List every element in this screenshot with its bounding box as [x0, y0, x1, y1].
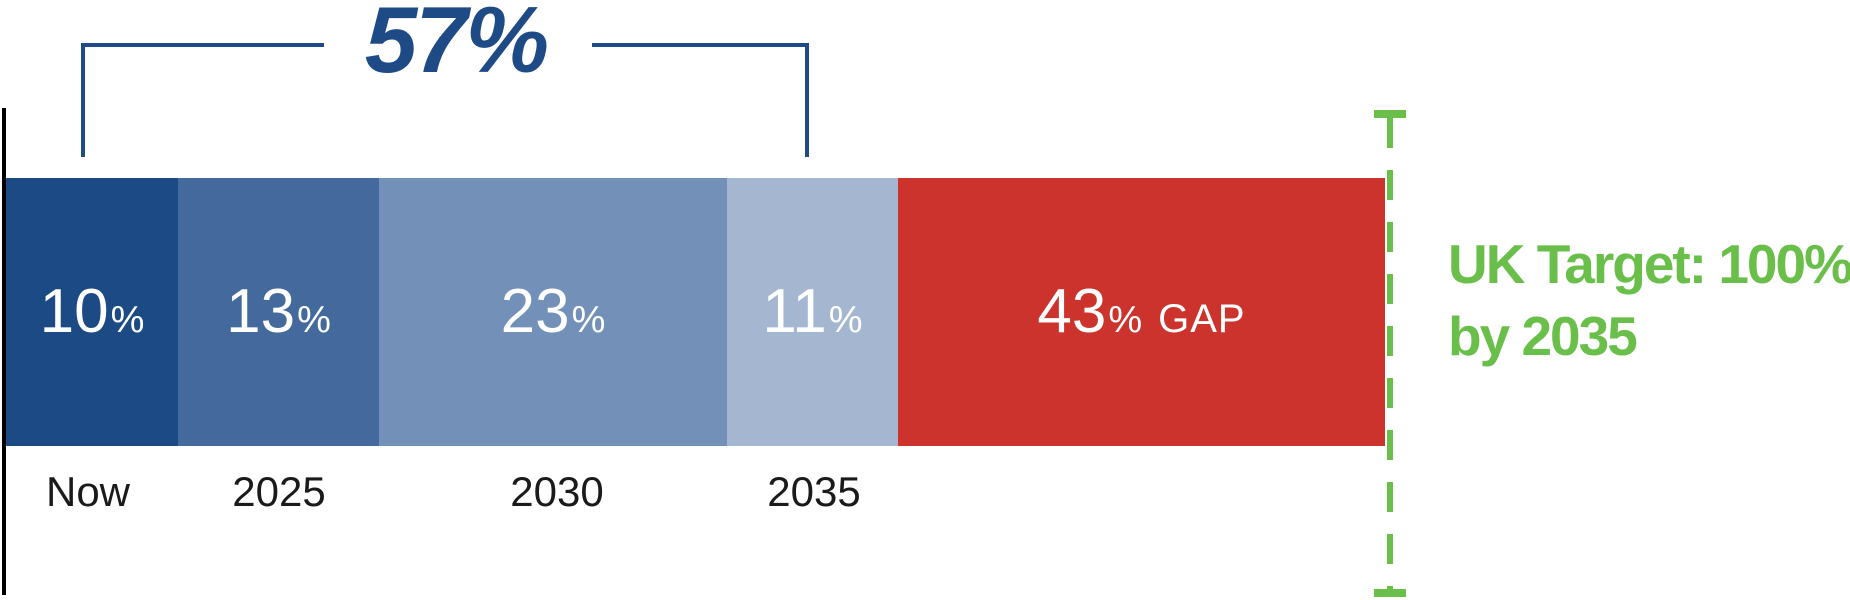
bracket-horizontal-right — [592, 43, 809, 47]
stacked-bar: 10% 13% 23% 11% 43% GAP — [0, 178, 1850, 446]
target-line-bottom-cap — [1374, 589, 1406, 597]
x-tick-label-2025: 2025 — [232, 468, 326, 515]
bar-segment-2030: 23% — [379, 178, 727, 446]
segment-value-label: 13% — [226, 277, 331, 346]
segment-value-label: 43% GAP — [1037, 277, 1246, 346]
target-dashed-line — [1387, 118, 1393, 589]
target-line-top-cap — [1374, 110, 1406, 118]
bar-segment-gap: 43% GAP — [898, 178, 1385, 446]
bracket-left-tick — [81, 43, 85, 157]
segment-value-label: 23% — [500, 277, 606, 346]
bar-segment-2035: 11% — [727, 178, 898, 446]
target-annotation-line1: UK Target: 100% — [1448, 233, 1850, 295]
segment-value-label: 11% — [762, 277, 863, 346]
bracket-total-label: 57% — [364, 0, 549, 92]
y-axis-line — [2, 108, 6, 595]
bracket-right-tick — [805, 43, 809, 157]
x-tick-label-2035: 2035 — [767, 468, 861, 515]
x-tick-label-now: Now — [45, 468, 131, 515]
target-annotation-line2: by 2035 — [1448, 305, 1638, 367]
x-tick-label-2030: 2030 — [510, 468, 604, 515]
bar-segment-now: 10% — [6, 178, 178, 446]
target-annotation: UK Target: 100% by 2035 — [1448, 228, 1850, 372]
segment-value-label: 10% — [39, 277, 145, 346]
bracket-horizontal-left — [81, 43, 324, 47]
gap-text: GAP — [1158, 297, 1246, 341]
bar-segment-2025: 13% — [178, 178, 379, 446]
